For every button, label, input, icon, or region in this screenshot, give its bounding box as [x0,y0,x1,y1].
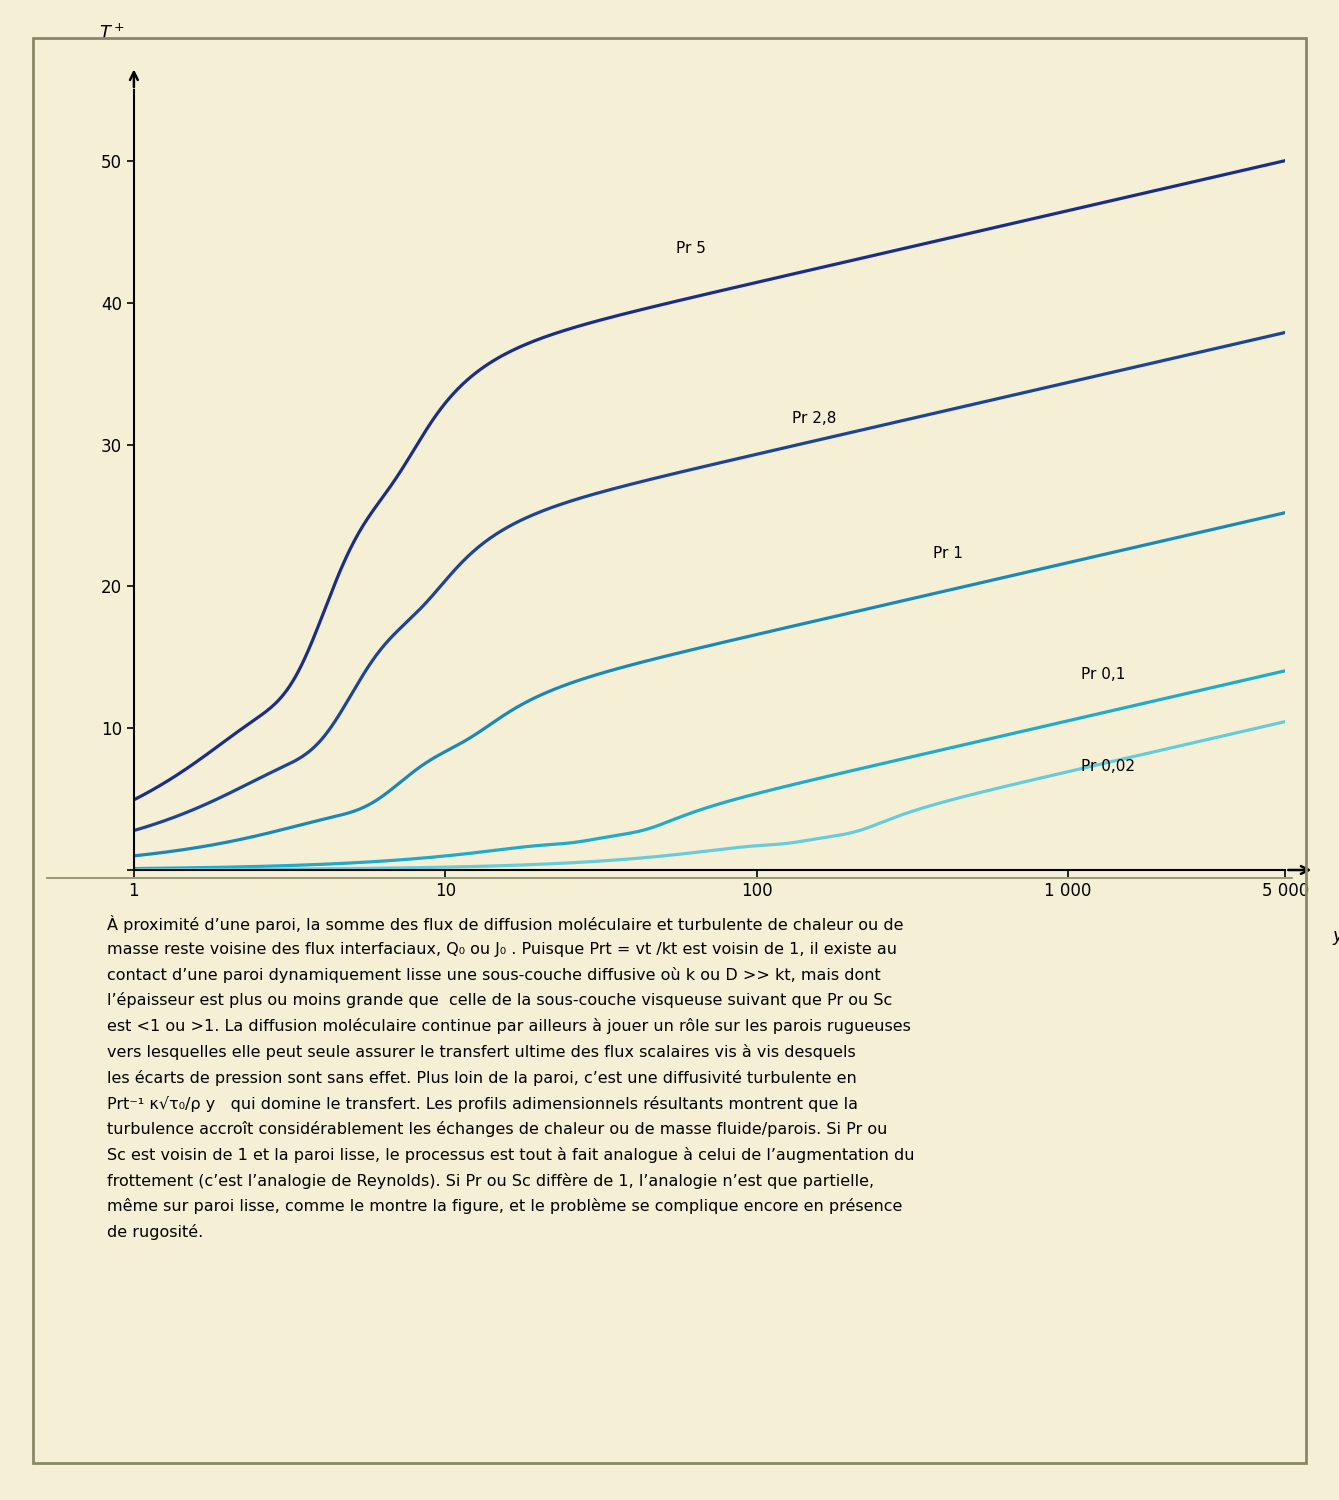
Text: À proximité d’une paroi, la somme des flux de diffusion moléculaire et turbulent: À proximité d’une paroi, la somme des fl… [107,915,915,1240]
Text: Pr 1: Pr 1 [933,546,963,561]
Text: Pr 5: Pr 5 [676,242,706,256]
Text: Pr 0,02: Pr 0,02 [1081,759,1134,774]
Text: $y^+$: $y^+$ [1331,924,1339,948]
Text: $T^+$: $T^+$ [99,24,126,44]
Text: Pr 2,8: Pr 2,8 [791,411,837,426]
Text: Pr 0,1: Pr 0,1 [1081,666,1125,681]
